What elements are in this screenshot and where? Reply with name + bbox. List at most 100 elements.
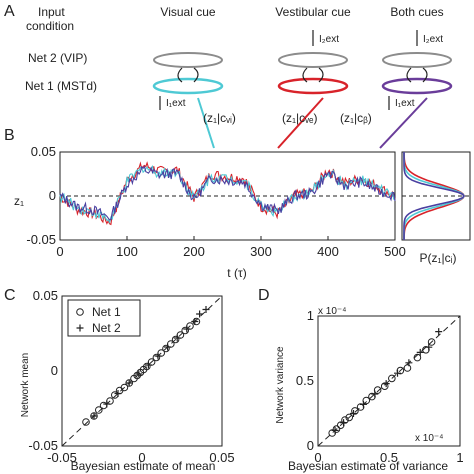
- c-ylabel: Network mean: [20, 353, 31, 417]
- d-point-net1: [341, 416, 349, 424]
- b-ytick: -0.05: [26, 232, 56, 247]
- posterior-label: (z₁|cᵦ): [340, 111, 372, 125]
- net1-ring: [277, 77, 349, 95]
- d-point-net1: [380, 382, 389, 391]
- variance-scatter-plot: 0 0.5 1 0 0.5 1: [296, 308, 464, 465]
- c-point-net2: [103, 400, 111, 408]
- posterior-label: (z₁|cᵥᵢ): [203, 111, 236, 125]
- b-series-line: [59, 165, 396, 221]
- net2-ring: [153, 52, 223, 68]
- c-point-net1: [162, 344, 170, 353]
- input-condition-label-2: condition: [26, 19, 74, 33]
- bottom-input-label: I₁ext: [166, 98, 186, 109]
- b-ytick: 0.05: [31, 144, 56, 159]
- c-legend-net1: Net 1: [92, 305, 121, 319]
- posterior-arrow: [277, 97, 324, 149]
- d-point-net2: [371, 390, 379, 398]
- network-diagram: Visual cue I₁ext (z₁|cᵥᵢ) Vestibular cue I₂e…: [152, 5, 453, 149]
- c-point-net2: [164, 343, 172, 351]
- c-legend-marker-net2: [76, 324, 84, 332]
- c-ytick: 0.05: [33, 288, 58, 303]
- net2-ring: [278, 52, 348, 68]
- d-point-net2: [394, 369, 402, 377]
- c-point-net1: [120, 383, 129, 392]
- coupling-arrow-down: [302, 67, 308, 83]
- d-point-net2: [425, 343, 433, 351]
- net1-label: Net 1 (MSTd): [25, 79, 97, 93]
- net1-ring: [381, 77, 453, 95]
- column-title: Vestibular cue: [275, 5, 351, 19]
- d-ytick: 0.5: [296, 373, 314, 388]
- d-ytick: 0: [307, 438, 314, 453]
- panel-label-c: C: [4, 287, 16, 304]
- d-point-net1: [413, 353, 422, 362]
- d-xlabel: Bayesian estimate of variance: [288, 459, 448, 473]
- posterior-arrow: [379, 97, 428, 149]
- c-point-net1: [95, 406, 103, 414]
- c-point-net2: [183, 325, 191, 333]
- b-ylabel: z₁: [14, 194, 24, 208]
- c-point-net1: [99, 401, 108, 410]
- coupling-arrow-up: [193, 67, 199, 83]
- d-point-net1: [388, 374, 396, 383]
- c-point-net2: [125, 379, 133, 387]
- panel-label-a: A: [4, 3, 15, 20]
- d-identity-line: [317, 315, 461, 447]
- hist-label: P(z₁|cᵢ): [419, 251, 456, 265]
- net1-ring: [152, 77, 224, 95]
- d-point-net1: [332, 425, 341, 433]
- d-point-net1: [403, 364, 412, 372]
- b-xtick: 400: [317, 244, 339, 259]
- c-point-net2: [191, 318, 199, 325]
- bottom-input-label: I₁ext: [395, 98, 415, 109]
- d-point-net2: [359, 400, 367, 408]
- c-xtick: 0: [138, 450, 145, 465]
- c-legend-marker-net1: [76, 308, 84, 316]
- d-point-net1: [351, 407, 359, 415]
- c-xlabel: Bayesian estimate of mean: [71, 459, 216, 473]
- column-title: Visual cue: [160, 5, 215, 19]
- d-xtick: 0: [314, 450, 321, 465]
- d-point-net2: [382, 380, 390, 388]
- d-axes-frame: [317, 315, 461, 447]
- c-point-net2: [135, 370, 143, 378]
- c-point-net2: [202, 306, 210, 313]
- c-point-net1: [171, 335, 180, 344]
- d-xtick: 0.5: [380, 450, 398, 465]
- posterior-label: (z₁|cᵥₑ): [282, 111, 317, 125]
- c-legend-net2: Net 2: [92, 321, 121, 335]
- c-point-net1: [82, 418, 90, 426]
- c-point-net2: [114, 390, 122, 397]
- d-point-net2: [435, 328, 443, 336]
- c-xtick: 0.05: [209, 450, 234, 465]
- b-ytick: 0: [49, 188, 56, 203]
- coupling-arrow-up: [422, 67, 428, 83]
- c-point-net2: [154, 352, 162, 360]
- b-series-line: [59, 161, 396, 226]
- b-xtick: 0: [56, 244, 63, 259]
- d-y-exponent: x 10⁻⁴: [318, 306, 346, 317]
- b-xtick: 500: [384, 244, 406, 259]
- coupling-arrow-down: [406, 67, 412, 83]
- net2-ring: [382, 52, 452, 68]
- d-ylabel: Network variance: [275, 346, 286, 424]
- d-point-net1: [427, 338, 436, 346]
- b-xtick: 300: [250, 244, 272, 259]
- column-title: Both cues: [390, 5, 443, 19]
- top-input-label: I₂ext: [319, 34, 339, 45]
- net2-label: Net 2 (VIP): [28, 51, 87, 65]
- d-point-net2: [331, 426, 339, 434]
- c-point-net2: [196, 310, 204, 318]
- c-point-net2: [90, 412, 98, 420]
- time-series-plot: 0.050-0.050 100 200 300 400 500: [26, 144, 471, 259]
- c-point-net2: [173, 334, 181, 342]
- d-point-net1: [345, 413, 354, 422]
- hist-curve: [403, 152, 466, 240]
- c-point-net1: [152, 353, 161, 362]
- c-point-net1: [181, 326, 189, 335]
- d-point-net2: [405, 359, 413, 367]
- c-axes-frame: [61, 295, 223, 447]
- panel-label-b: B: [4, 127, 15, 144]
- b-series-line: [59, 164, 396, 224]
